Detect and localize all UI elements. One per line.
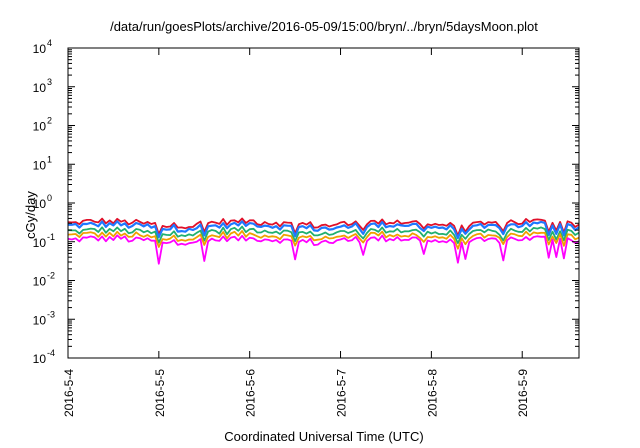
y-tick-label: 10 [33,158,47,172]
y-tick-label-exp: 3 [47,77,52,87]
y-tick-label-exp: -3 [47,309,55,319]
y-tick-label-exp: -2 [47,271,55,281]
y-tick-label-base: 10 [33,197,47,211]
x-tick-label-group: 2016-5-6 [244,369,258,417]
y-tick-label-exp: 2 [47,116,52,126]
y-axis-label-group: cGy/day [23,191,38,239]
series-line [67,230,580,250]
y-tick-label-base: 10 [33,120,47,134]
series-layer [67,217,580,265]
x-tick-label: 2016-5-4 [62,369,76,417]
y-tick-label-exp: -1 [47,232,55,242]
series-line [67,234,580,265]
x-tick-label: 2016-5-7 [335,369,349,417]
y-axis-label: cGy/day [23,191,38,239]
y-tick-label-base: 10 [33,81,47,95]
x-tick-label: 2016-5-5 [153,369,167,417]
y-tick-label-exp: 4 [47,38,52,48]
x-tick-label-group: 2016-5-9 [516,369,530,417]
y-tick-label-base: 10 [33,158,47,172]
x-tick-label-group: 2016-5-4 [62,369,76,417]
y-tick-label: 10 [33,352,47,366]
y-tick-label-base: 10 [33,275,47,289]
y-tick-label: 10 [33,236,47,250]
x-tick-label: 2016-5-9 [516,369,530,417]
y-tick-label-exp: 0 [47,193,52,203]
series-line [67,225,580,245]
y-tick-label: 10 [33,120,47,134]
x-tick-label-group: 2016-5-8 [425,369,439,417]
x-tick-label: 2016-5-6 [244,369,258,417]
y-tick-label: 10 [33,197,47,211]
y-tick-label: 10 [33,275,47,289]
y-tick-label-base: 10 [33,352,47,366]
y-tick-label-base: 10 [33,42,47,56]
y-tick-label-base: 10 [33,236,47,250]
y-tick-label-exp: -4 [47,348,55,358]
y-tick-label: 10 [33,313,47,327]
y-tick-label-exp: 1 [47,154,52,164]
x-tick-label: 2016-5-8 [425,369,439,417]
chart-title: /data/run/goesPlots/archive/2016-05-09/1… [110,19,538,34]
y-tick-label-base: 10 [33,313,47,327]
x-tick-label-group: 2016-5-5 [153,369,167,417]
plot-frame [67,47,580,359]
y-tick-label: 10 [33,81,47,95]
y-tick-label: 10 [33,42,47,56]
series-line [68,220,580,240]
x-tick-label-group: 2016-5-7 [335,369,349,417]
x-axis: 2016-5-4 2016-5-5 2016-5-6 2016-5-7 2016-5-8… [62,48,530,417]
x-axis-label: Coordinated Universal Time (UTC) [224,429,423,444]
series-line [67,217,580,237]
